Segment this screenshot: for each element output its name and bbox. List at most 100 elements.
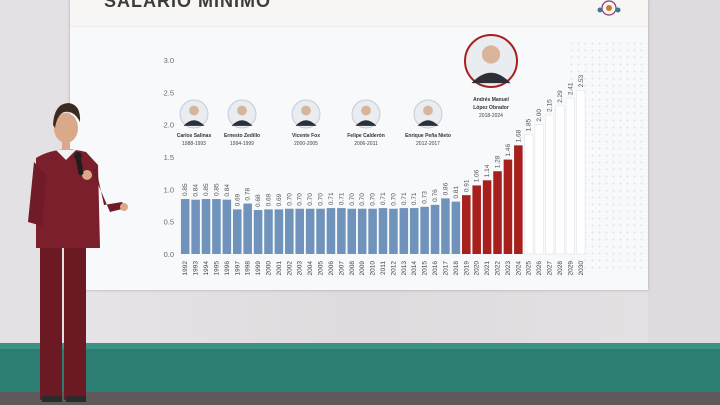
bar-2015 — [420, 206, 429, 254]
x-tick-label-2015: 2015 — [422, 261, 429, 276]
presenter-collar — [56, 150, 76, 160]
presenter-jacket — [36, 149, 100, 248]
value-label-2004: 0.70 — [307, 193, 314, 206]
x-tick-label-2021: 2021 — [484, 261, 491, 276]
bar-1999 — [253, 210, 263, 254]
emblem-icon — [597, 0, 621, 16]
x-tick-label-2016: 2016 — [432, 261, 439, 276]
value-label-1993: 0.84 — [193, 184, 200, 197]
y-tick-label: 0.0 — [164, 250, 174, 259]
x-tick-label-1997: 1997 — [234, 261, 241, 276]
microphone-head — [74, 152, 82, 160]
president-suit-3 — [295, 120, 317, 126]
x-tick-label-1999: 1999 — [255, 261, 262, 276]
x-tick-label-2005: 2005 — [318, 261, 325, 276]
x-tick-label-2007: 2007 — [338, 261, 345, 276]
president-suit-2 — [231, 120, 253, 126]
president-years-4: 2006-2011 — [354, 141, 378, 147]
value-label-2016: 0.76 — [432, 189, 439, 202]
bar-2027 — [544, 114, 555, 255]
president-name-2: Ernesto Zedillo — [224, 133, 260, 139]
x-tick-label-2013: 2013 — [401, 261, 408, 276]
presenter-shoe-left — [42, 396, 62, 402]
value-label-2010: 0.70 — [370, 193, 377, 206]
presenter-hand — [82, 170, 92, 180]
value-label-2026: 2.00 — [536, 109, 543, 122]
y-tick-label: 2.0 — [164, 121, 174, 130]
bar-2029 — [565, 97, 575, 255]
president-name-1: Carlos Salinas — [177, 133, 212, 139]
x-tick-label-1993: 1993 — [193, 261, 200, 276]
value-label-2023: 1.46 — [505, 144, 512, 157]
y-tick-label: 3.0 — [164, 56, 174, 65]
value-label-2024: 1.68 — [515, 129, 522, 142]
president-name-4: Felipe Calderón — [347, 133, 385, 139]
value-label-2001: 0.69 — [276, 193, 283, 206]
president-face-4 — [361, 105, 371, 116]
president-face-6 — [481, 45, 501, 64]
value-label-1999: 0.68 — [255, 194, 262, 207]
bar-2006 — [326, 208, 336, 254]
wall-right — [648, 0, 720, 345]
president-name-6-line-1: Andrés Manuel — [473, 97, 509, 103]
value-label-2027: 2.15 — [547, 99, 554, 112]
value-label-2030: 2.53 — [578, 74, 585, 87]
stage-band-trim — [0, 343, 720, 349]
bar-2016 — [430, 204, 440, 254]
x-tick-label-2004: 2004 — [307, 261, 314, 276]
bar-1997 — [232, 209, 242, 254]
value-label-2025: 1.85 — [526, 118, 533, 131]
y-tick-label: 1.5 — [164, 153, 174, 162]
x-tick-label-2006: 2006 — [328, 261, 335, 276]
x-tick-label-2010: 2010 — [370, 261, 377, 276]
value-label-1995: 0.85 — [213, 183, 220, 196]
x-tick-label-2008: 2008 — [349, 261, 356, 276]
value-label-2005: 0.70 — [318, 193, 325, 206]
president-face-3 — [301, 105, 311, 116]
bar-2018 — [451, 201, 461, 254]
x-tick-label-2014: 2014 — [411, 261, 418, 276]
x-tick-label-1998: 1998 — [245, 261, 252, 276]
value-label-2020: 1.06 — [474, 169, 481, 182]
value-label-2018: 0.81 — [453, 186, 460, 199]
president-face-5 — [423, 105, 433, 116]
president-suit-1 — [183, 120, 205, 126]
x-tick-label-2001: 2001 — [276, 261, 283, 276]
value-label-2011: 0.71 — [380, 192, 387, 205]
bar-2017 — [441, 198, 450, 254]
stage-floor — [0, 392, 720, 405]
x-tick-label-2019: 2019 — [463, 261, 470, 276]
x-tick-label-2022: 2022 — [495, 261, 502, 276]
presenter-arm-left — [28, 162, 46, 226]
presenter-shoe-right — [66, 396, 86, 402]
x-tick-label-1994: 1994 — [203, 261, 210, 276]
value-label-1994: 0.85 — [203, 183, 210, 196]
president-suit-6 — [471, 72, 511, 84]
president-name-3: Vicente Fox — [292, 133, 320, 139]
x-tick-label-2024: 2024 — [515, 261, 522, 276]
x-tick-label-2011: 2011 — [380, 261, 387, 275]
bar-2005 — [316, 208, 325, 254]
president-name-6-line-2: López Obrador — [473, 105, 509, 111]
president-years-3: 2000-2005 — [294, 141, 318, 147]
presenter-neck — [62, 140, 70, 150]
x-tick-label-2028: 2028 — [557, 261, 564, 276]
value-label-2029: 2.41 — [567, 82, 574, 95]
bar-2021 — [482, 180, 492, 254]
x-tick-label-2002: 2002 — [286, 261, 293, 276]
bar-1994 — [201, 199, 211, 254]
bar-2023 — [503, 159, 513, 254]
bar-1995 — [212, 199, 221, 254]
slide-header — [70, 0, 648, 27]
value-label-2028: 2.29 — [557, 90, 564, 103]
value-label-2000: 0.69 — [265, 193, 272, 206]
presenter-face — [54, 113, 78, 143]
y-tick-label: 1.0 — [164, 185, 174, 194]
bar-2009 — [357, 208, 367, 254]
value-label-2009: 0.70 — [359, 193, 366, 206]
value-label-2012: 0.70 — [390, 193, 397, 206]
bar-2003 — [295, 208, 304, 254]
x-tick-label-1992: 1992 — [182, 261, 189, 276]
bar-1992 — [180, 199, 190, 254]
bar-2024 — [514, 145, 523, 254]
